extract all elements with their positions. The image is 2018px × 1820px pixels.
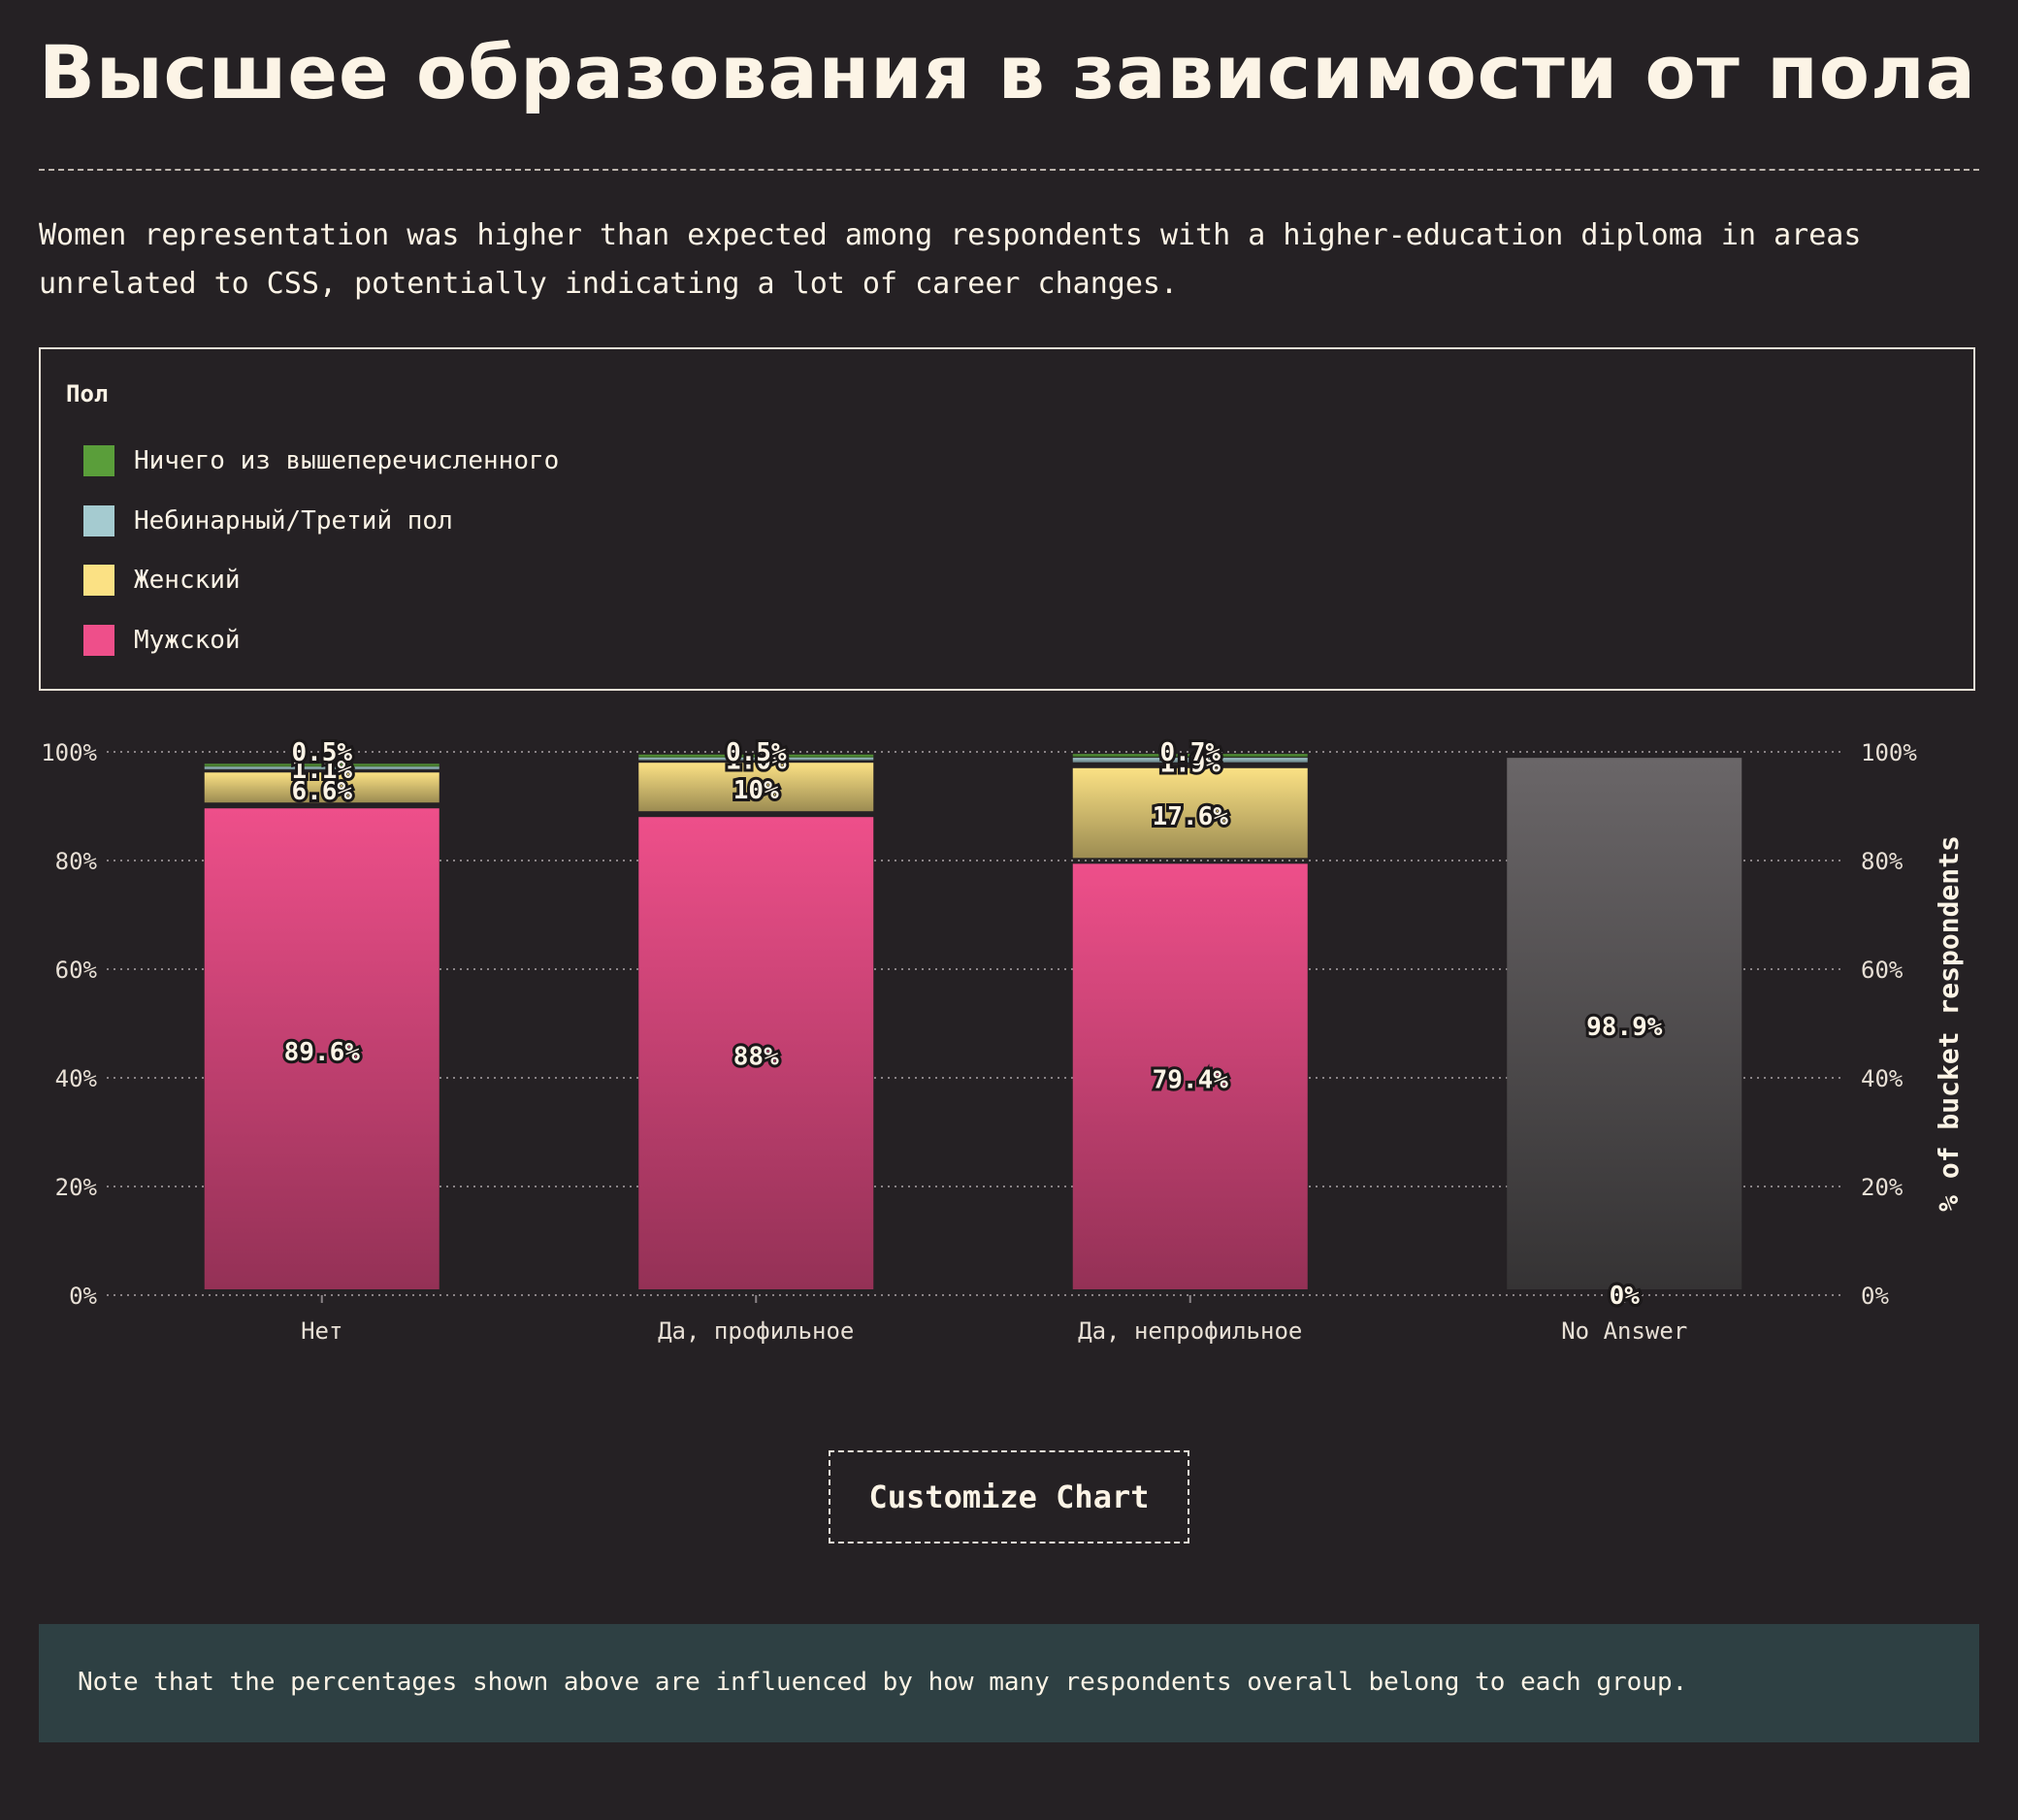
bar-segment[interactable] [1072, 758, 1308, 763]
chart-area: 0% 0% 20% 20% 40% 40% 60% 60% 80% 80% 100% 100% % of… [0, 718, 2018, 1358]
legend-item-none[interactable]: Ничего из вышеперечисленного [83, 444, 559, 477]
data-label: 1.0% [726, 746, 787, 775]
y-tick-label-right: 0% [1861, 1283, 1889, 1310]
data-label: 0.5% [726, 738, 787, 767]
data-label: 0% [1610, 1282, 1641, 1311]
data-label: 79.4% [1153, 1066, 1229, 1095]
bar-segment[interactable] [1507, 758, 1742, 1289]
data-label: 17.6% [1153, 802, 1229, 831]
x-tick-label: Нет [301, 1317, 342, 1345]
y-axis-title: % of bucket respondents [1933, 835, 1965, 1212]
data-label: 0.7% [1159, 738, 1221, 767]
bar-segment[interactable] [638, 757, 874, 761]
legend-title: Пол [66, 380, 109, 407]
customize-chart-button[interactable]: Customize Chart [829, 1450, 1189, 1544]
legend-label: Небинарный/Третий пол [134, 506, 453, 536]
data-label: 10% [733, 776, 779, 805]
legend-item-female[interactable]: Женский [83, 564, 241, 597]
bar-segment[interactable] [638, 763, 874, 812]
y-tick-label-right: 60% [1861, 957, 1904, 984]
chart-description: Women representation was higher than exp… [39, 218, 1862, 301]
legend-swatch [83, 505, 114, 536]
y-tick-label-right: 100% [1861, 739, 1917, 766]
bar-segment[interactable] [638, 754, 874, 758]
stacked-bar-chart: 0% 0% 20% 20% 40% 40% 60% 60% 80% 80% 100% 100% % of… [41, 735, 1965, 1345]
data-label: 0% [1610, 1282, 1641, 1311]
data-label: 0% [1610, 1282, 1641, 1311]
bar-segment[interactable] [638, 817, 874, 1289]
legend-item-male[interactable]: Мужской [83, 624, 241, 657]
data-label: 6.6% [291, 777, 352, 806]
legend-swatch [83, 445, 114, 476]
legend-swatch [83, 565, 114, 596]
y-tick-label-left: 80% [55, 848, 98, 875]
y-tick-label-right: 40% [1861, 1065, 1904, 1092]
data-label: 1.9% [1159, 749, 1221, 778]
y-tick-label-left: 40% [55, 1065, 98, 1092]
data-label: 98.9% [1586, 1013, 1663, 1042]
bar-segment[interactable] [204, 808, 439, 1289]
bar-segment[interactable] [1072, 863, 1308, 1289]
chart-legend: Пол Ничего из вышеперечисленного Небинар… [39, 347, 1975, 691]
y-tick-label-left: 100% [41, 739, 97, 766]
page-title: Высшее образования в зависимости от пола [39, 29, 1976, 115]
footer-note: Note that the percentages shown above ar… [39, 1624, 1979, 1742]
data-label: 88% [733, 1043, 779, 1072]
y-tick-label-left: 60% [55, 957, 98, 984]
legend-label: Ничего из вышеперечисленного [134, 446, 560, 475]
data-label: 0.5% [291, 738, 352, 767]
bar-segment[interactable] [204, 772, 439, 803]
legend-item-nonbinary[interactable]: Небинарный/Третий пол [83, 504, 453, 537]
bar-segment[interactable] [1072, 754, 1308, 758]
legend-swatch [83, 625, 114, 656]
data-label: 1.1% [291, 756, 352, 785]
x-tick-label: Да, профильное [658, 1317, 854, 1345]
legend-label: Мужской [134, 626, 241, 655]
y-tick-label-right: 80% [1861, 848, 1904, 875]
y-tick-label-left: 20% [55, 1174, 98, 1201]
y-tick-label-right: 20% [1861, 1174, 1904, 1201]
bar-segment[interactable] [204, 764, 439, 767]
data-label: 0% [1610, 1282, 1641, 1311]
bar-segment[interactable] [1072, 767, 1308, 859]
x-tick-label: Да, непрофильное [1078, 1317, 1302, 1345]
data-label: 89.6% [284, 1038, 361, 1067]
bar-segment[interactable] [204, 766, 439, 770]
y-tick-label-left: 0% [69, 1283, 97, 1310]
legend-label: Женский [134, 566, 241, 595]
x-tick-label: No Answer [1561, 1317, 1687, 1345]
title-divider [39, 169, 1979, 171]
